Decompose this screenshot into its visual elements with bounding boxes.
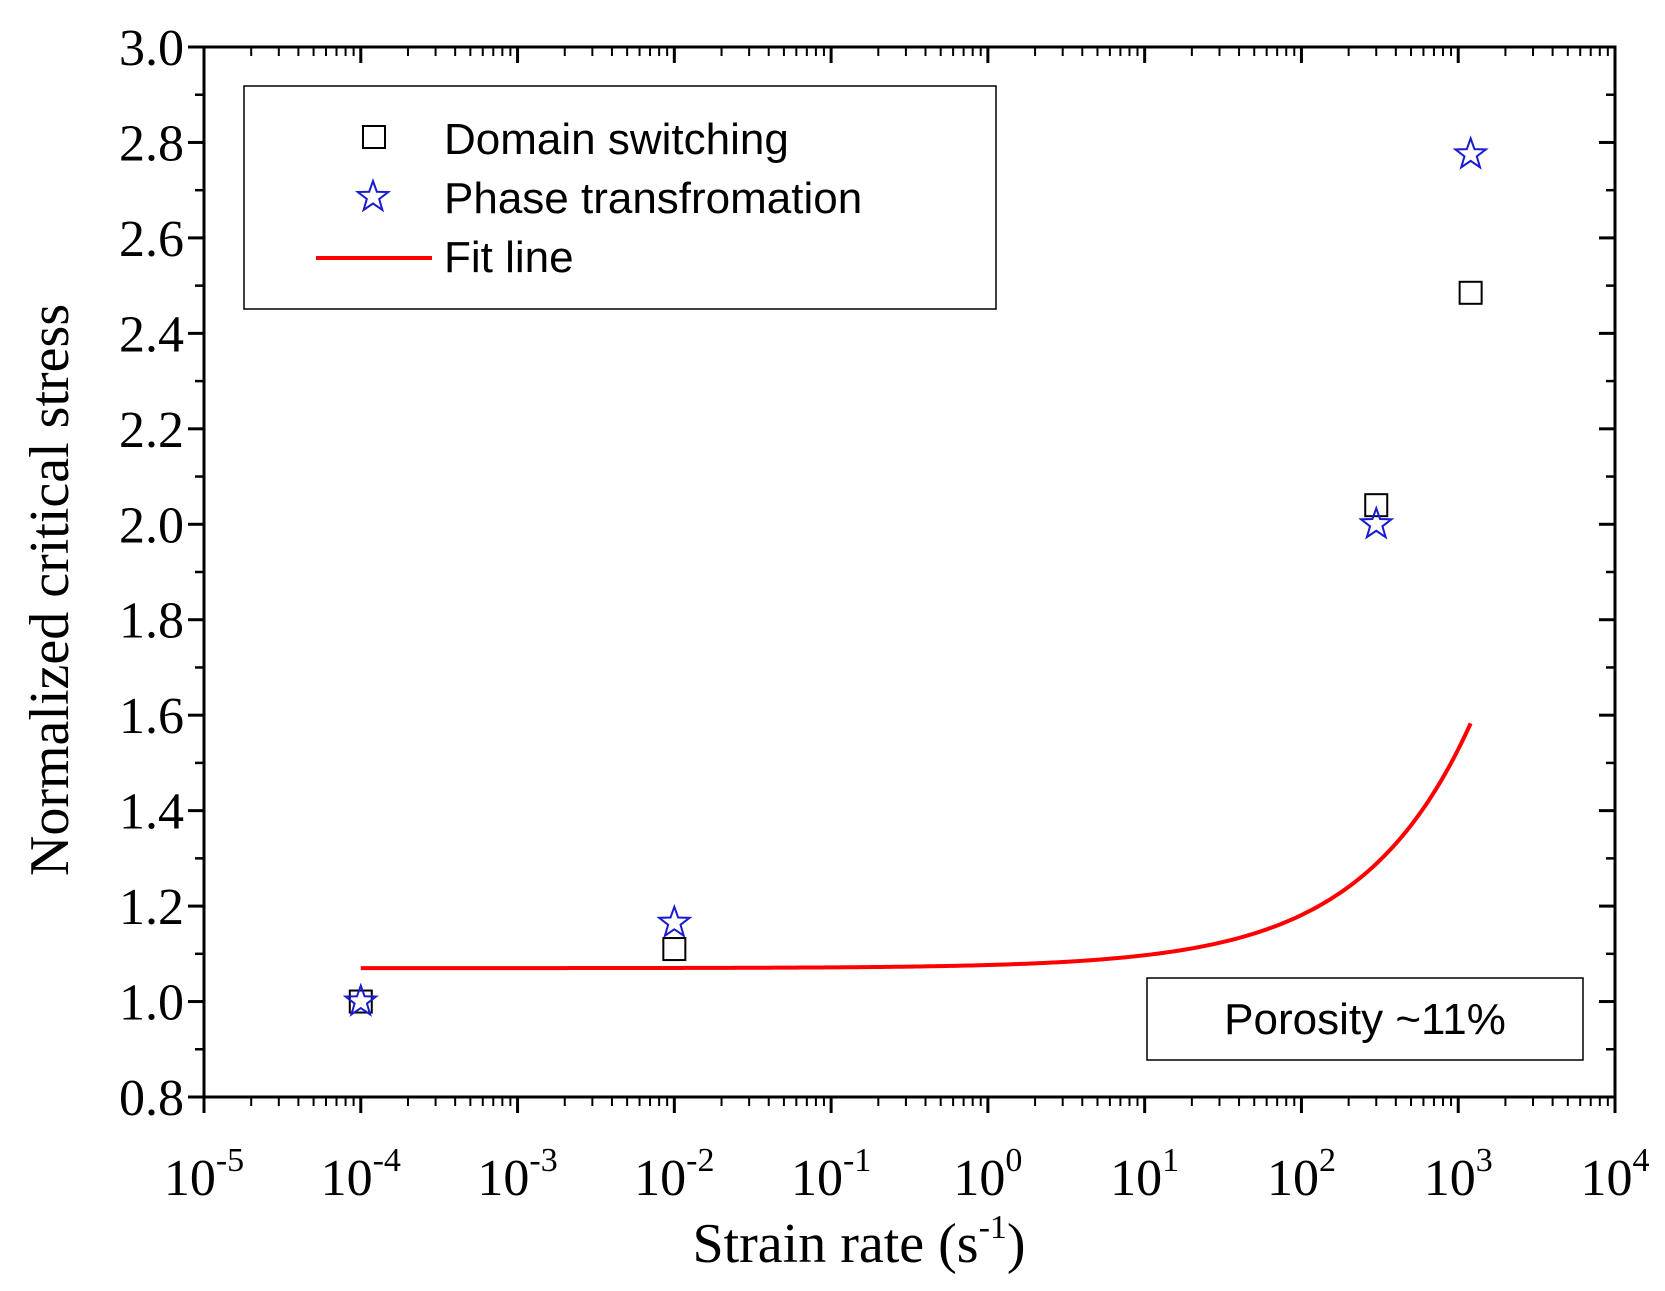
marker-domain-switching [662,937,687,962]
marker-domain-switching [348,989,373,1014]
x-tick-label-exponent: 4 [1633,1142,1650,1179]
y-tick-label: 1.8 [119,593,184,650]
legend: Domain switching Phase transfromation Fi… [243,85,997,310]
x-tick-label-exponent: -5 [216,1142,244,1179]
legend-label-domain-switching: Domain switching [444,115,789,164]
marker-domain-switching [1364,493,1389,518]
y-axis-label: Normalized critical stress [19,304,81,876]
x-tick-label-base: 10 [1110,1150,1162,1207]
y-tick-label: 1.2 [119,879,184,936]
x-tick-labels: 10-5 10-4 10-3 10-2 10-1 100 101 102 103 104 [164,1142,1650,1207]
x-axis-label: Strain rate (s-1) [692,1209,1025,1275]
y-tick-labels: 0.8 1.0 1.2 1.4 1.6 1.8 2.0 2.2 2.4 2.6 2.8 3.0 [119,20,184,1127]
x-tick-label: 100 [953,1142,1022,1207]
x-tick-label-base: 10 [477,1150,529,1207]
x-tick-label-base: 10 [1267,1150,1319,1207]
porosity-annotation: Porosity ~11% [1146,977,1584,1061]
x-tick-label: 101 [1110,1142,1179,1207]
marker-phase-transformation [342,982,379,1017]
y-tick-label: 1.6 [119,688,184,745]
annotation-box [1146,977,1584,1061]
y-tick-label: 2.6 [119,211,184,268]
marker-phase-transformation [656,903,693,939]
legend-label-fit-line: Fit line [444,233,574,282]
x-tick-label-base: 10 [953,1150,1005,1207]
x-tick-label-base: 10 [1581,1150,1633,1207]
x-tick-label: 10-2 [634,1142,714,1207]
y-tick-label: 3.0 [119,20,184,77]
x-tick-label-base: 10 [1424,1150,1476,1207]
x-tick-label: 102 [1267,1142,1336,1207]
y-tick-label: 2.4 [119,306,184,363]
axis-ticks [188,45,1617,1113]
data-markers [342,135,1489,1017]
legend-box [243,85,997,310]
x-tick-label-base: 10 [164,1150,216,1207]
x-tick-label-exponent: -4 [373,1142,401,1179]
legend-marker-square [362,125,386,149]
legend-marker-star [354,178,392,213]
x-tick-label: 10-1 [791,1142,871,1207]
fit-line [360,722,1473,971]
x-tick-label-exponent: -2 [686,1142,714,1179]
y-tick-label: 0.8 [119,1070,184,1127]
x-axis-label-close: ) [1007,1213,1026,1275]
x-tick-label: 10-4 [321,1142,401,1207]
x-tick-label-exponent: 2 [1319,1142,1336,1179]
x-tick-label-base: 10 [321,1150,373,1207]
marker-domain-switching [1458,280,1483,305]
y-tick-label: 2.0 [119,497,184,554]
x-tick-label-exponent: -3 [529,1142,557,1179]
annotation-text: Porosity ~11% [1224,995,1506,1044]
marker-phase-transformation [1452,135,1489,170]
x-tick-label-exponent: 1 [1162,1142,1179,1179]
x-tick-label: 104 [1581,1142,1650,1207]
y-tick-label: 2.8 [119,115,184,172]
x-tick-label-exponent: -1 [843,1142,871,1179]
x-tick-label: 103 [1424,1142,1493,1207]
legend-label-phase-transformation: Phase transfromation [444,174,862,223]
marker-phase-transformation [1358,505,1395,540]
x-tick-label-base: 10 [634,1150,686,1207]
y-tick-label: 1.0 [119,975,184,1032]
x-tick-label-exponent: 0 [1005,1142,1022,1179]
x-axis-label-main: Strain rate (s [692,1213,978,1275]
x-axis-label-sup: -1 [979,1209,1007,1246]
x-tick-label: 10-5 [164,1142,244,1207]
x-tick-label-exponent: 3 [1476,1142,1493,1179]
x-tick-label-base: 10 [791,1150,843,1207]
y-tick-label: 1.4 [119,784,184,841]
x-tick-label: 10-3 [477,1142,557,1207]
y-tick-label: 2.2 [119,402,184,459]
